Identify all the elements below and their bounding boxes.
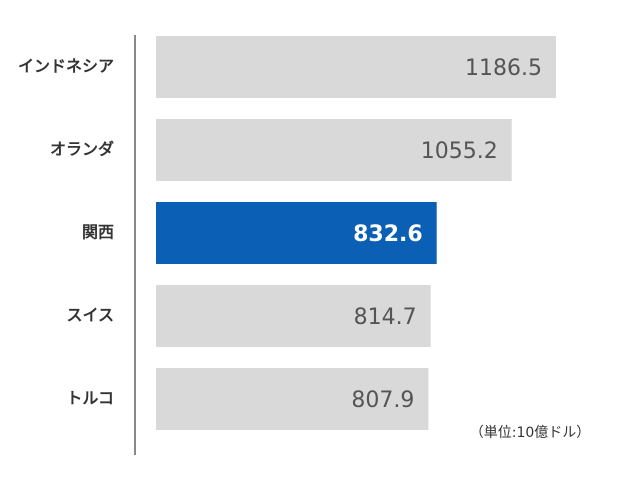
category-label: インドネシア <box>18 57 114 76</box>
bar <box>156 36 556 98</box>
bar <box>156 368 429 430</box>
unit-note: （単位:10億ドル） <box>470 425 591 441</box>
category-label: 関西 <box>82 223 114 242</box>
category-label: スイス <box>66 306 114 325</box>
value-label: 1186.5 <box>465 56 542 81</box>
bar <box>156 202 437 264</box>
bar <box>156 119 512 181</box>
category-label: トルコ <box>66 389 114 408</box>
value-label: 832.6 <box>353 222 423 247</box>
value-label: 1055.2 <box>421 139 498 164</box>
bar <box>156 285 431 347</box>
value-label: 807.9 <box>351 388 414 413</box>
category-label: オランダ <box>50 140 114 159</box>
value-label: 814.7 <box>354 305 417 330</box>
